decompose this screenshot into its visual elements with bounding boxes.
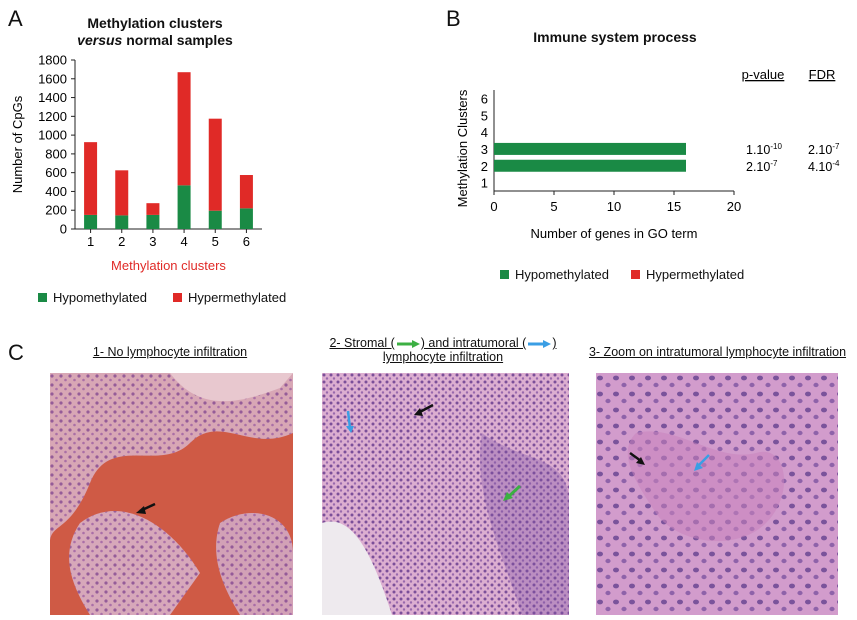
histology-image-1 xyxy=(50,373,293,615)
y-tick-label: 1800 xyxy=(38,53,67,68)
bar-hypomethylated xyxy=(494,159,686,172)
legend-label-hyper-b: Hypermethylated xyxy=(645,267,745,282)
panel-label-c: C xyxy=(8,340,24,365)
y-tick-label: 3 xyxy=(481,142,488,157)
chart-b-title: Immune system process xyxy=(533,29,697,45)
bar-hypomethylated xyxy=(115,215,129,229)
y-tick-label: 5 xyxy=(481,108,488,123)
y-tick-label: 600 xyxy=(45,165,67,180)
histology-image-3 xyxy=(596,373,838,615)
chart-a-title: Methylation clusters versus normal sampl… xyxy=(40,15,270,49)
legend-swatch-hypo xyxy=(38,293,47,302)
chart-a-title-italic: versus xyxy=(77,32,123,48)
bar-hypomethylated xyxy=(494,142,686,155)
x-tick-label: 5 xyxy=(550,199,557,214)
blue-arrow-icon xyxy=(697,454,710,467)
legend-swatch-hyper xyxy=(172,293,182,302)
legend-label-hyper: Hypermethylated xyxy=(187,290,287,305)
y-tick-label: 1400 xyxy=(38,90,67,105)
histology-image-2 xyxy=(322,373,569,615)
x-tick-label: 10 xyxy=(607,199,621,214)
y-tick-label: 6 xyxy=(481,91,488,106)
bar-hypermethylated xyxy=(84,142,98,215)
x-tick-label: 1 xyxy=(87,234,94,249)
y-tick-label: 2 xyxy=(481,159,488,174)
horizontal-bar-chart-b: 1 2 3 4 5 6 0 5 10 15 20 Number of genes in GO term… xyxy=(455,67,840,241)
x-axis-title: Methylation clusters xyxy=(111,258,226,273)
x-tick-label: 2 xyxy=(118,234,125,249)
chart-b-legend: Hypomethylated Hypermethylated xyxy=(500,267,744,282)
y-tick-label: 4 xyxy=(481,125,488,140)
bar-hypermethylated xyxy=(115,170,129,216)
y-axis-title: Methylation Clusters xyxy=(455,89,470,207)
image-caption-1: 1- No lymphocyte infiltration xyxy=(92,345,248,359)
x-tick-label: 0 xyxy=(490,199,497,214)
x-axis-title: Number of genes in GO term xyxy=(531,226,698,241)
x-tick-label: 5 xyxy=(212,234,219,249)
chart-a-title-line1: Methylation clusters xyxy=(87,15,223,31)
bar-hypomethylated xyxy=(208,210,222,229)
y-tick-label: 1200 xyxy=(38,109,67,124)
blue-arrow-icon xyxy=(528,339,552,348)
bar-hypomethylated xyxy=(239,208,253,229)
panel-label-a: A xyxy=(8,6,23,31)
image-caption-2-line2: lymphocyte infiltration xyxy=(382,350,504,364)
table-cell-fdr: 2.10-7 xyxy=(808,142,840,157)
chart-a-legend: Hypomethylated Hypermethylated xyxy=(38,290,286,305)
y-tick-label: 400 xyxy=(45,184,67,199)
x-tick-label: 15 xyxy=(667,199,681,214)
image-caption-2-b: ) and intratumoral ( xyxy=(420,336,527,350)
legend-swatch-hyper-b xyxy=(630,270,640,279)
image-caption-2-c: ) xyxy=(552,336,557,350)
bar-hypermethylated xyxy=(146,203,160,215)
x-tick-label: 3 xyxy=(149,234,156,249)
x-tick-label: 4 xyxy=(180,234,187,249)
y-tick-label: 800 xyxy=(45,146,67,161)
y-tick-label: 0 xyxy=(60,222,67,237)
chart-a-title-rest: normal samples xyxy=(122,32,233,48)
legend-label-hypo-b: Hypomethylated xyxy=(515,267,609,282)
panel-label-b: B xyxy=(446,6,461,31)
image-caption-3: 3- Zoom on intratumoral lymphocyte infil… xyxy=(588,345,847,359)
image-caption-2-a: 2- Stromal ( xyxy=(329,336,395,350)
image-caption-2: 2- Stromal ( ) and intratumoral () lympho… xyxy=(318,336,568,364)
table-header-fdr: FDR xyxy=(809,67,836,82)
table-cell-pvalue: 2.10-7 xyxy=(746,159,778,174)
green-arrow-icon xyxy=(396,339,420,348)
bar-hypomethylated xyxy=(146,214,160,229)
y-tick-label: 200 xyxy=(45,203,67,218)
bar-hypomethylated xyxy=(84,214,98,229)
table-cell-pvalue: 1.10-10 xyxy=(746,142,782,157)
bar-hypermethylated xyxy=(208,118,222,211)
bar-hypermethylated xyxy=(177,72,191,186)
y-tick-label: 1600 xyxy=(38,71,67,86)
legend-swatch-hypo-b xyxy=(500,270,509,279)
y-tick-label: 1000 xyxy=(38,128,67,143)
y-tick-label: 1 xyxy=(481,176,488,191)
x-tick-label: 6 xyxy=(243,234,250,249)
legend-label-hypo: Hypomethylated xyxy=(53,290,147,305)
y-axis-title: Number of CpGs xyxy=(10,95,25,193)
bar-hypomethylated xyxy=(177,185,191,229)
stacked-bar-chart-a: 0 200 400 600 800 1000 1200 1400 1600 1800 1 2 3 4 5 6 M… xyxy=(10,53,262,273)
blue-arrow-icon xyxy=(346,410,352,429)
table-header-pvalue: p-value xyxy=(742,67,785,82)
bar-hypermethylated xyxy=(239,175,253,209)
x-tick-label: 20 xyxy=(727,199,741,214)
table-cell-fdr: 4.10-4 xyxy=(808,159,840,174)
